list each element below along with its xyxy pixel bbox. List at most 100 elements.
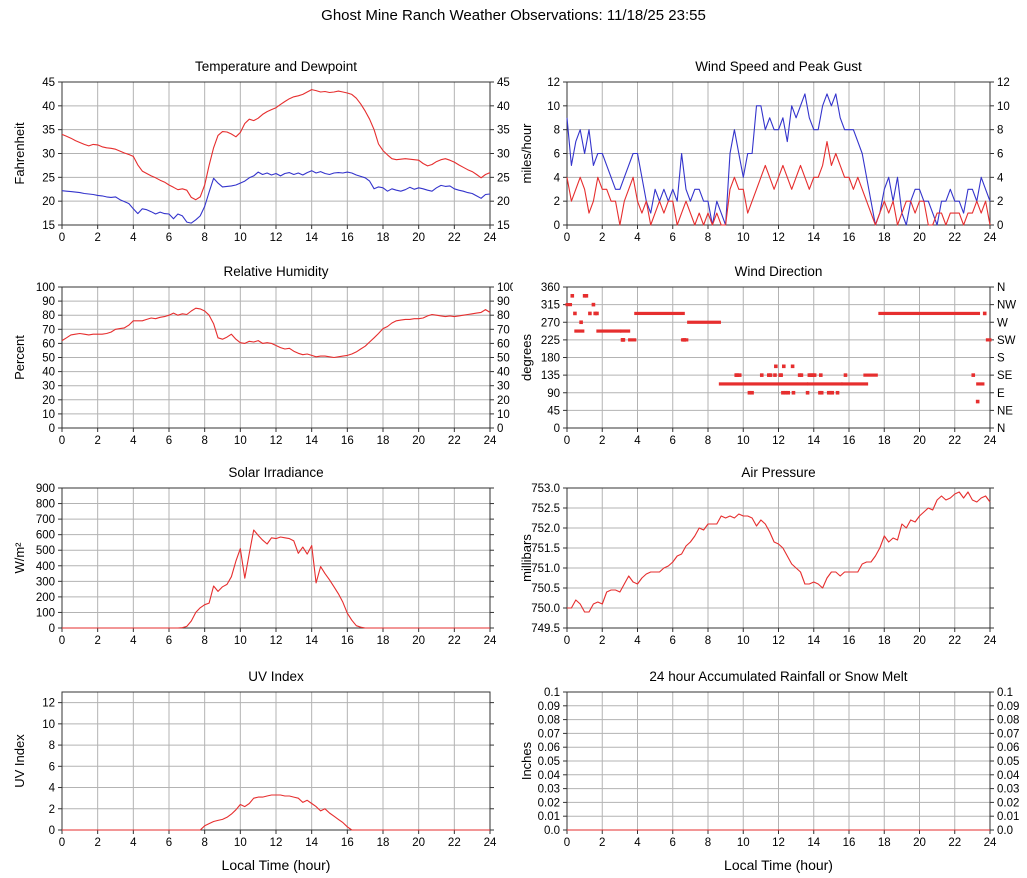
temperature-line — [61, 89, 491, 201]
wind-direction-point — [588, 311, 592, 316]
x-tick-label: 20 — [913, 232, 926, 244]
x-tick-label: 24 — [984, 232, 997, 244]
x-tick-label: 22 — [448, 435, 461, 447]
x-tick-label: 24 — [484, 635, 497, 647]
wind-direction-point — [799, 373, 804, 377]
x-tick-label: 22 — [948, 837, 961, 849]
solar-irradiance-chart-plot: 0 2 4 6 8 10 12 14 16 18 20 22 240100200300400500600… — [12, 465, 497, 647]
y-tick-label: 4 — [554, 172, 561, 184]
x-tick-label: 18 — [878, 232, 891, 244]
y-tick-label-right: 15 — [497, 220, 510, 232]
wind-direction-point — [790, 364, 795, 369]
y-tick-label: 180 — [541, 353, 560, 365]
y-tick-label: 0.04 — [538, 770, 561, 782]
x-tick-label: 22 — [448, 837, 461, 849]
x-tick-label: 18 — [377, 435, 390, 447]
x-tick-label: 16 — [843, 837, 856, 849]
y-tick-label: 749.5 — [531, 623, 560, 635]
x-tick-label: 18 — [377, 635, 390, 647]
y-tick-label: 200 — [36, 592, 55, 604]
x-tick-label: 10 — [234, 635, 247, 647]
wind-direction-point — [819, 390, 824, 395]
wind-direction-point — [835, 390, 840, 395]
x-tick-label: 0 — [59, 635, 65, 647]
x-tick-label: 16 — [843, 635, 856, 647]
x-tick-label: 12 — [270, 435, 283, 447]
wind-direction-run — [596, 329, 622, 333]
air-pressure-chart: 0 2 4 6 8 10 12 14 16 18 20 22 24 749.5 750.0 750.5 751.… — [513, 457, 1027, 660]
x-tick-label: 22 — [448, 635, 461, 647]
x-tick-label: 12 — [270, 635, 283, 647]
y-tick-label: 90 — [42, 296, 55, 308]
y-tick-label: 315 — [541, 300, 560, 312]
x-tick-label: 0 — [59, 837, 65, 849]
y-tick-label: 0.09 — [538, 701, 560, 713]
y-tick-label: 360 — [541, 282, 560, 294]
y-axis-label: millibars — [519, 534, 534, 582]
x-tick-label: 20 — [412, 837, 425, 849]
wind-direction-point — [786, 390, 790, 395]
wind-direction-point — [982, 311, 987, 316]
y-tick-label: 500 — [36, 545, 55, 557]
x-tick-label: 4 — [130, 232, 137, 244]
y-tick-label: 10 — [42, 719, 55, 731]
x-tick-label: 12 — [772, 635, 785, 647]
dewpoint-line — [61, 170, 491, 224]
y-tick-label: 60 — [42, 338, 55, 350]
x-tick-label: 18 — [878, 635, 891, 647]
y-tick-label: 135 — [541, 370, 560, 382]
y-tick-label-right: 0.0 — [997, 825, 1013, 837]
x-tick-label: 4 — [634, 232, 641, 244]
y-tick-label-right: N — [997, 423, 1005, 435]
x-axis-label: Local Time (hour) — [724, 857, 833, 873]
wind-direction-run — [878, 311, 981, 316]
y-axis-label: W/m² — [12, 542, 27, 574]
wind-direction-run — [841, 382, 869, 386]
wind-direction-run — [634, 311, 685, 316]
y-tick-label: 752.5 — [531, 503, 560, 515]
x-tick-label: 6 — [670, 232, 676, 244]
x-tick-label: 24 — [984, 435, 997, 447]
x-tick-label: 8 — [705, 232, 711, 244]
wind-direction-run — [620, 329, 631, 333]
chart-title: Solar Irradiance — [228, 465, 323, 480]
wind-direction-point — [595, 311, 599, 316]
y-tick-label: 225 — [541, 335, 560, 347]
x-tick-label: 24 — [484, 435, 497, 447]
y-tick-label: 30 — [42, 149, 55, 161]
x-tick-label: 8 — [705, 837, 711, 849]
y-tick-label: 752.0 — [531, 523, 560, 535]
x-tick-label: 6 — [166, 635, 172, 647]
x-tick-label: 24 — [984, 837, 997, 849]
wind-direction-point — [781, 390, 785, 395]
x-tick-label: 0 — [564, 435, 570, 447]
uv-index-chart: 0 2 4 6 8 10 12 14 16 18 20 22 24 0 2 4 6 8 10 12 UV Index UV… — [0, 660, 513, 878]
x-tick-label: 4 — [130, 837, 137, 849]
y-axis-label: miles/hour — [519, 123, 534, 184]
x-tick-label: 16 — [341, 635, 354, 647]
x-tick-label: 16 — [341, 837, 354, 849]
y-axis-label: degrees — [519, 334, 534, 381]
y-tick-label: 751.5 — [531, 543, 560, 555]
y-tick-label: 12 — [547, 77, 560, 89]
y-tick-label: 6 — [554, 149, 560, 161]
y-tick-label: 45 — [547, 405, 560, 417]
air-pressure-chart-plot: 0 2 4 6 8 10 12 14 16 18 20 22 24749.5750.0750.5751.… — [519, 465, 997, 647]
y-tick-label: 0 — [49, 623, 55, 635]
y-tick-label-right: 0.02 — [997, 797, 1019, 809]
y-tick-label-right: 0.01 — [997, 811, 1019, 823]
y-tick-label-right: 0.08 — [997, 715, 1019, 727]
wind-direction-point — [830, 390, 835, 395]
y-tick-label: 25 — [42, 172, 55, 184]
wind-direction-point — [750, 390, 754, 395]
y-tick-label: 8 — [554, 125, 560, 137]
wind-direction-point — [843, 373, 848, 377]
x-tick-label: 8 — [705, 635, 711, 647]
chart-title: 24 hour Accumulated Rainfall or Snow Mel… — [649, 669, 907, 684]
solar-irradiance-line — [62, 529, 490, 629]
x-tick-label: 8 — [705, 435, 711, 447]
